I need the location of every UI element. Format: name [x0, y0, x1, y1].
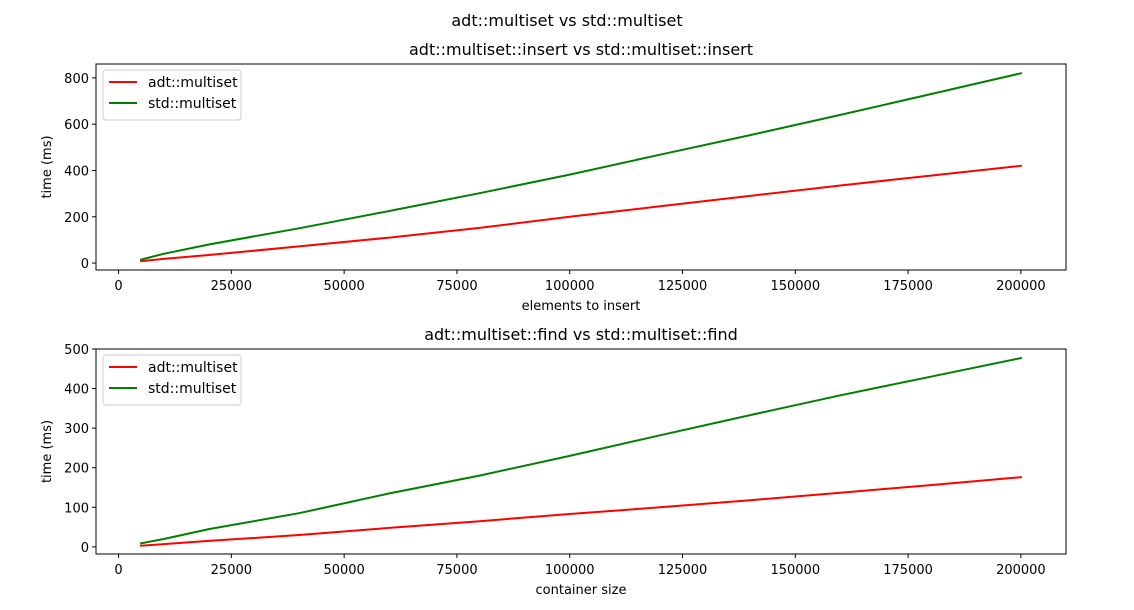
- figure-suptitle: adt::multiset vs std::multiset: [451, 11, 682, 30]
- series-line-insert-adt: [140, 164, 1023, 263]
- series-line-insert-std: [139, 72, 1023, 261]
- chart-panel-find: adt::multiset::find vs std::multiset::fi…: [40, 325, 1067, 598]
- x-tick-label: 150000: [770, 563, 820, 578]
- legend-box: [102, 69, 242, 121]
- series-line-find-adt: [140, 476, 1022, 547]
- x-tick-label: 175000: [883, 279, 933, 294]
- x-tick-label: 125000: [658, 563, 708, 578]
- x-tick-label: 50000: [323, 563, 364, 578]
- legend-label-adt: adt::multiset: [148, 360, 238, 376]
- y-tick-label: 500: [64, 343, 89, 358]
- x-tick-label: 150000: [770, 279, 820, 294]
- y-tick-label: 200: [64, 211, 89, 226]
- x-tick-label: 125000: [658, 279, 708, 294]
- legend-label-adt: adt::multiset: [148, 75, 238, 91]
- legend-label-std: std::multiset: [148, 96, 237, 112]
- x-tick-label: 100000: [545, 279, 595, 294]
- y-tick-label: 800: [64, 72, 89, 87]
- x-tick-label: 75000: [436, 563, 477, 578]
- axes-frame-insert: [95, 63, 1067, 271]
- legend-box: [102, 354, 242, 406]
- x-tick-label: 175000: [883, 563, 933, 578]
- y-tick-label: 0: [81, 541, 89, 556]
- x-axis-label-find: container size: [536, 583, 627, 598]
- y-tick-label: 600: [64, 118, 89, 133]
- x-tick-label: 25000: [211, 279, 252, 294]
- y-tick-label: 400: [64, 383, 89, 398]
- y-tick-label: 100: [64, 501, 89, 516]
- x-tick-label: 0: [114, 563, 122, 578]
- axes-frame-find: [95, 348, 1067, 555]
- y-axis-label-insert: time (ms): [40, 135, 55, 198]
- x-tick-label: 75000: [436, 279, 477, 294]
- x-tick-label: 100000: [545, 563, 595, 578]
- y-axis-label-find: time (ms): [40, 420, 55, 483]
- chart-title-insert: adt::multiset::insert vs std::multiset::…: [409, 40, 753, 59]
- x-tick-label: 50000: [323, 279, 364, 294]
- chart-title-find: adt::multiset::find vs std::multiset::fi…: [424, 325, 738, 344]
- x-tick-label: 25000: [211, 563, 252, 578]
- y-tick-label: 400: [64, 164, 89, 179]
- y-tick-label: 300: [64, 422, 89, 437]
- y-tick-label: 0: [81, 257, 89, 272]
- series-line-find-std: [139, 356, 1023, 545]
- y-tick-label: 200: [64, 462, 89, 477]
- chart-panel-insert: adt::multiset::insert vs std::multiset::…: [40, 40, 1067, 314]
- x-axis-label-insert: elements to insert: [522, 299, 641, 314]
- x-tick-label: 200000: [996, 563, 1046, 578]
- x-tick-label: 0: [114, 279, 122, 294]
- x-tick-label: 200000: [996, 279, 1046, 294]
- legend-label-std: std::multiset: [148, 381, 237, 397]
